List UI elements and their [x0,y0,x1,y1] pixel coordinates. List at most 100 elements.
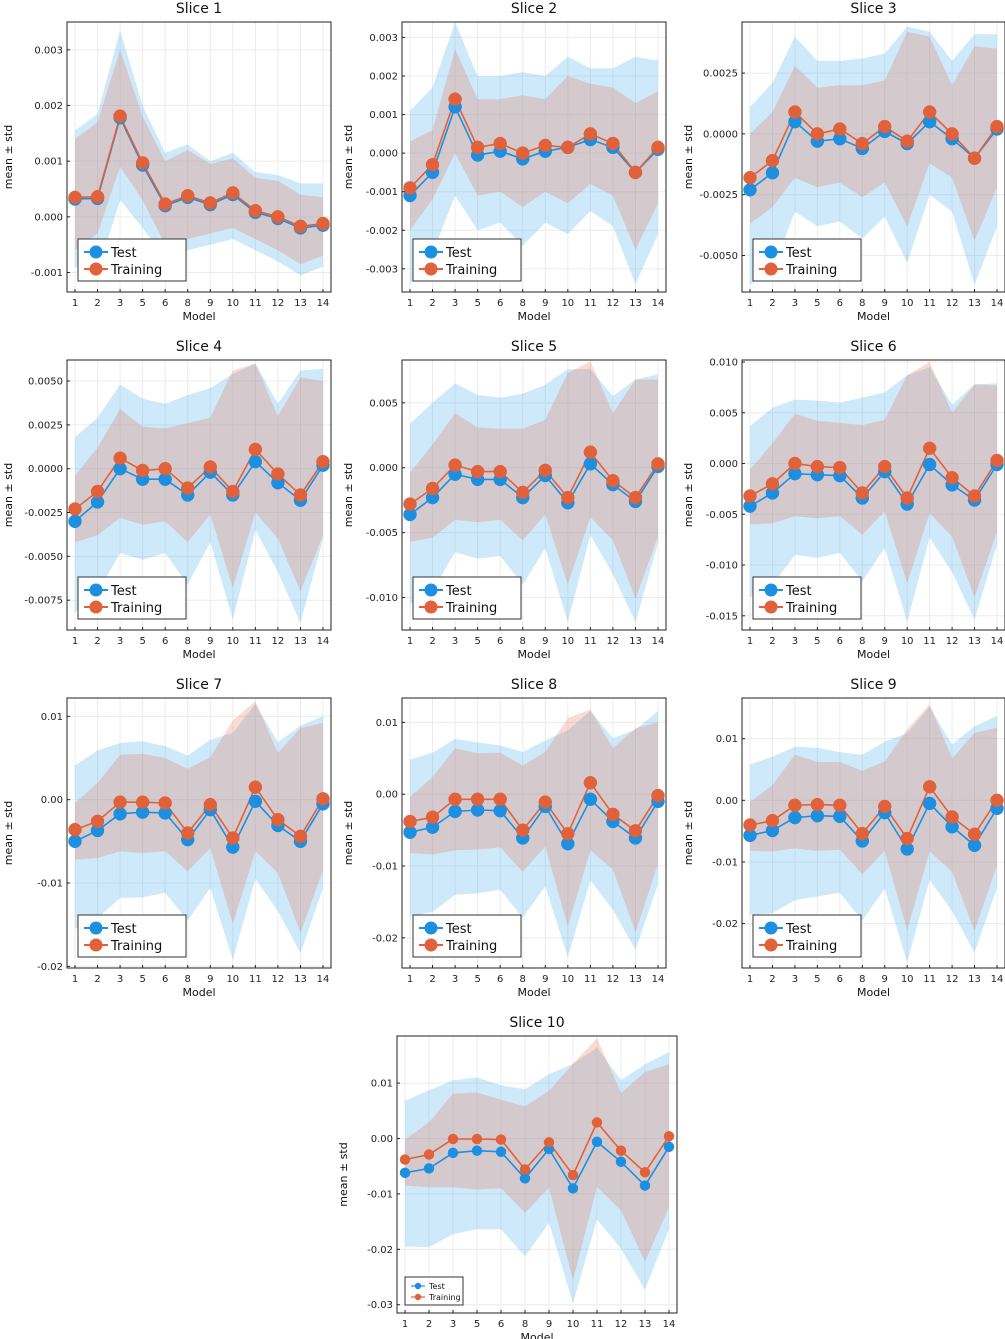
legend-box [404,1276,464,1306]
y-tick-label: -0.0050 [699,251,738,262]
legend-label-training: Training [110,601,162,616]
x-tick-label: 5 [814,974,820,985]
data-point-training [403,181,417,195]
data-point-training [470,464,485,479]
plot-frame [741,21,1005,293]
x-tick-label: 9 [542,974,548,985]
data-point-training [113,451,127,465]
y-tick-label: -0.003 [366,264,398,275]
y-tick-label: 0.010 [709,358,738,369]
data-point-training [788,105,802,119]
x-tick-label: 1 [72,974,78,985]
chart-title: Slice 5 [511,339,557,355]
y-tick-label: 0.0050 [28,377,63,388]
x-tick-label: 3 [452,636,458,647]
x-tick-label: 11 [249,298,262,309]
x-tick-label: 2 [769,974,775,985]
data-point-training [922,441,937,456]
data-point-training [855,136,870,151]
data-point-test [68,514,82,529]
data-point-training [606,473,620,488]
x-tick-label: 10 [901,298,914,309]
data-point-training [515,485,530,500]
x-tick-label: 9 [882,974,888,985]
std-band-training [750,704,997,931]
x-tick-label: 14 [652,636,665,647]
data-point-training [515,823,530,837]
y-axis-label: mean ± std [342,125,355,189]
x-tick-label: 5 [139,298,145,309]
data-point-training [765,477,780,491]
x-tick-label: 1 [72,636,78,647]
x-tick-label: 12 [272,298,285,309]
x-tick-label: 8 [859,974,865,985]
data-point-test [567,1183,579,1194]
x-axis-label: Model [857,648,890,661]
x-tick-label: 5 [814,636,820,647]
x-tick-label: 14 [317,974,330,985]
y-tick-label: 0.005 [369,398,398,409]
x-tick-label: 3 [452,298,458,309]
plot-frame [66,359,332,631]
x-tick-label: 8 [185,636,191,647]
y-tick-label: 0.0000 [703,129,738,140]
data-point-training [538,795,553,809]
chart-title: Slice 9 [850,677,896,693]
legend-label-training: Training [785,263,837,278]
x-tick-label: 10 [226,974,239,985]
x-tick-label: 6 [837,974,843,985]
data-point-training [628,824,643,838]
y-tick-label: -0.01 [37,879,63,890]
legend-marker-training [764,938,778,952]
chart-title: Slice 6 [850,339,896,355]
legend-label-test: Test [445,246,472,261]
x-tick-label: 5 [474,1319,480,1330]
x-tick-label: 1 [747,974,753,985]
y-axis-label: mean ± std [682,801,695,865]
y-tick-label: -0.03 [367,1300,393,1311]
x-tick-label: 9 [542,298,548,309]
x-tick-label: 14 [652,298,665,309]
x-tick-label: 6 [162,974,168,985]
data-point-training [271,812,285,827]
chart-panel: 1 2 3 5 6 8 9 10 11 12 13 14-0.010-0.0050.0000.005S… [342,339,667,661]
y-tick-label: -0.01 [367,1189,393,1200]
data-point-training [515,146,530,160]
data-point-training [877,459,892,474]
x-tick-label: 11 [923,298,936,309]
x-tick-label: 8 [185,974,191,985]
data-point-training [628,165,643,180]
x-tick-label: 2 [94,974,100,985]
x-tick-label: 9 [207,636,213,647]
y-tick-label: -0.0025 [699,190,738,201]
chart-title: Slice 2 [511,1,557,17]
y-tick-label: 0.002 [369,72,398,83]
data-point-test [113,807,127,821]
data-point-training [113,795,127,809]
x-tick-label: 2 [94,298,100,309]
x-tick-label: 11 [249,636,262,647]
x-tick-label: 5 [474,974,480,985]
x-tick-label: 6 [498,1319,504,1330]
legend-marker-training [89,938,103,952]
legend-label-training: Training [785,601,837,616]
data-point-training [248,442,263,457]
x-tick-label: 9 [882,636,888,647]
x-tick-label: 12 [946,298,959,309]
data-point-training [900,134,914,148]
y-tick-label: 0.000 [369,149,398,160]
legend-marker-test [89,245,103,259]
x-tick-label: 5 [474,636,480,647]
legend-label-test: Test [110,922,137,937]
x-tick-label: 14 [652,974,665,985]
legend-marker-training [764,600,778,614]
legend-marker-test [764,245,778,259]
x-tick-label: 3 [450,1319,456,1330]
y-tick-label: 0.003 [369,33,398,44]
std-band-test [410,710,658,958]
x-tick-label: 1 [402,1319,408,1330]
y-tick-label: 0.00 [371,1134,393,1145]
y-tick-label: -0.010 [706,561,738,572]
data-point-training [922,780,937,794]
